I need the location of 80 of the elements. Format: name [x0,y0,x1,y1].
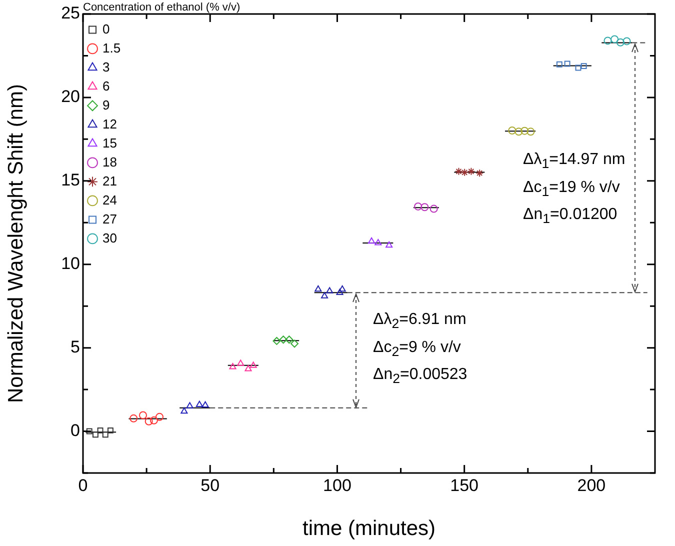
legend-label: 1.5 [102,40,121,56]
point [454,167,463,176]
legend-label: 15 [102,135,117,150]
legend-label: 18 [102,154,117,170]
legend-label: 6 [102,78,110,94]
point [237,360,244,366]
point [580,63,587,70]
point [575,64,582,71]
point [467,167,476,176]
point [476,169,484,178]
annotation: Δc$_{1}$=19 % v/v [523,178,620,201]
annotation: Δc$_{2}$=9 % v/v [373,338,461,361]
point [604,36,612,45]
point [279,336,288,344]
point [86,428,92,434]
point [290,340,299,348]
point [180,407,188,414]
legend-label: 27 [102,211,117,226]
point [616,38,624,46]
x-tick-label: 150 [450,476,479,495]
point [564,60,570,67]
x-tick-label: 100 [323,476,352,495]
annotation: Δλ$_{1}$=14.97 nm [523,150,626,174]
legend-title: Concentration of ethanol (% v/v) [83,2,240,14]
legend-label: 24 [102,192,117,208]
point [150,416,158,424]
point [520,126,529,135]
point [107,427,114,434]
legend-label: 3 [102,59,110,74]
point [229,363,236,370]
point [508,126,516,135]
y-tick-label: 25 [61,4,80,23]
point [556,61,562,68]
point [326,287,334,294]
point [336,288,344,295]
x-axis-title: time (minutes) [302,517,436,540]
y-tick-label: 20 [61,87,80,106]
x-tick-label: 50 [200,476,220,495]
point [250,362,257,368]
y-axis-title: Normalized Wavelenght Shift (nm) [4,84,28,403]
point [97,427,104,434]
point [460,168,469,176]
point [430,204,438,213]
point [202,401,209,408]
point [374,239,382,246]
legend-label: 0 [102,21,110,36]
point [156,412,164,421]
point [102,432,108,438]
point [622,37,631,46]
point [244,365,252,372]
point [186,402,194,408]
y-tick-label: 5 [70,338,80,357]
point [338,285,346,292]
y-tick-label: 15 [61,170,80,190]
point [320,292,328,298]
point [272,336,281,345]
x-tick-label: 200 [577,476,606,495]
legend-label: 12 [102,116,117,132]
point [526,128,535,136]
point [368,237,376,244]
point [414,202,422,210]
point [386,241,393,248]
point [92,432,98,438]
point [196,400,203,407]
annotation: Δλ$_{2}$=6.91 nm [373,310,466,334]
point [514,128,523,136]
legend-label: 30 [102,230,117,246]
legend-label: 21 [102,173,117,188]
point [285,336,294,344]
point [610,35,619,44]
point [144,417,153,426]
point [138,411,147,420]
annotation: Δn$_{1}$=0.01200 [523,205,618,228]
point [130,414,138,422]
point [420,203,429,212]
legend-label: 9 [102,97,110,112]
point [314,285,322,292]
annotation: Δn$_{2}$=0.00523 [373,365,468,388]
y-tick-label: 10 [61,254,80,274]
y-tick-label: 0 [70,420,80,440]
